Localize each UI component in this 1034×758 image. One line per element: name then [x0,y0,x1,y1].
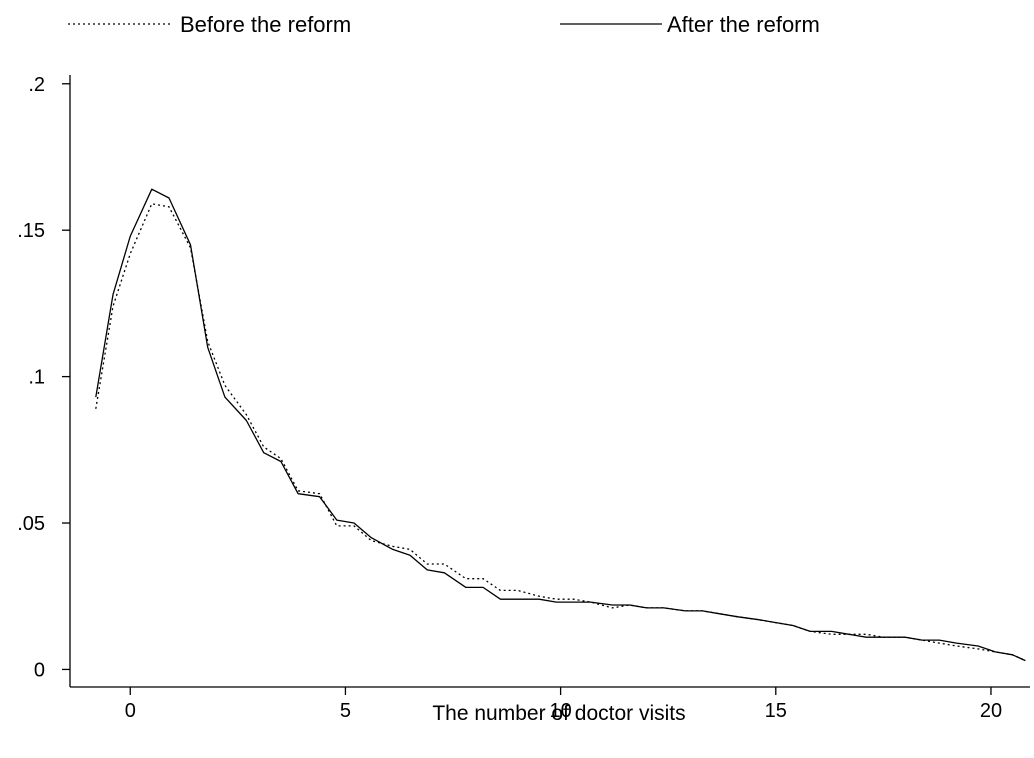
y-tick-label: .1 [28,367,45,389]
x-tick-label: 20 [980,700,1002,722]
y-tick-label: .15 [17,220,45,242]
series-line-before [95,203,1026,662]
series-line-after [95,188,1026,662]
legend: Before the reform After the reform [68,12,820,37]
x-ticks: 0 5 10 15 20 [125,687,1002,722]
y-tick-label: .2 [28,74,45,96]
x-tick-label: 0 [125,700,136,722]
x-tick-label: 10 [549,700,571,722]
legend-label-before: Before the reform [180,12,351,37]
axes [69,75,1030,688]
y-tick-label: .05 [17,513,45,535]
x-tick-label: 15 [765,700,787,722]
y-tick-label: 0 [34,659,45,681]
series-layer [95,188,1026,662]
y-ticks: 0 .05 .1 .15 .2 [17,74,70,681]
legend-label-after: After the reform [667,12,820,37]
x-tick-label: 5 [340,700,351,722]
x-axis-title: The number of doctor visits [432,702,685,725]
